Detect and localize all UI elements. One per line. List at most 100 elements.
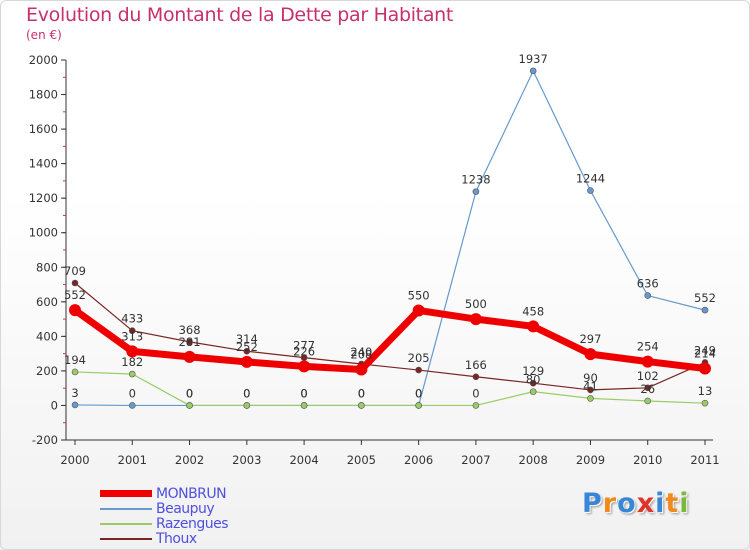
data-label: 205 xyxy=(408,351,430,365)
series-lines xyxy=(71,70,709,407)
data-label: 709 xyxy=(64,264,86,278)
data-label: 1244 xyxy=(576,172,605,186)
data-label: 552 xyxy=(694,291,716,305)
data-point xyxy=(71,279,79,287)
data-point xyxy=(186,402,193,409)
data-point xyxy=(469,313,482,326)
data-point xyxy=(644,397,652,405)
legend-item: Thoux xyxy=(100,530,228,547)
data-label: 182 xyxy=(121,355,143,369)
data-label: 458 xyxy=(522,304,544,318)
data-point xyxy=(415,366,422,374)
data-label: 0 xyxy=(243,386,250,400)
legend-item: Beaupuy xyxy=(100,500,228,517)
data-label: 368 xyxy=(179,323,201,337)
x-tick-label: 2008 xyxy=(519,453,548,467)
data-label: 254 xyxy=(637,340,659,354)
x-tick-label: 2004 xyxy=(289,453,318,467)
data-point xyxy=(243,347,251,355)
x-tick-label: 2002 xyxy=(175,453,204,467)
data-label: 129 xyxy=(522,364,544,378)
y-tick-label: 1600 xyxy=(29,122,58,136)
x-tick-label: 2000 xyxy=(60,453,89,467)
data-label: 281 xyxy=(179,335,201,349)
data-point xyxy=(358,402,365,409)
data-point xyxy=(529,388,537,395)
y-tick-label: 600 xyxy=(36,295,58,309)
data-point xyxy=(128,327,136,334)
chart-subtitle: (en €) xyxy=(26,28,62,42)
data-label: 277 xyxy=(293,339,315,353)
data-label: 1238 xyxy=(461,173,490,187)
data-point xyxy=(183,350,196,363)
data-label: 0 xyxy=(129,386,136,400)
x-tick-label: 2010 xyxy=(633,453,662,467)
data-label: 0 xyxy=(186,386,193,400)
legend-item: MONBRUN xyxy=(100,485,228,502)
data-label: 80 xyxy=(526,373,541,387)
series-line-monbrun xyxy=(71,306,709,374)
y-tick-label: 1000 xyxy=(29,226,58,240)
data-point xyxy=(587,187,594,194)
x-tick-label: 2005 xyxy=(347,453,376,467)
data-label: 552 xyxy=(64,288,86,302)
data-label: 26 xyxy=(640,382,655,396)
legend-swatch xyxy=(100,490,152,497)
y-tick-label: -200 xyxy=(32,433,58,447)
y-tick-label: 1800 xyxy=(29,88,58,102)
legend: MONBRUN Beaupuy Razengues Thoux xyxy=(100,485,229,547)
series-line-thoux xyxy=(74,282,706,391)
data-point xyxy=(701,399,709,407)
data-point xyxy=(243,402,251,409)
data-point xyxy=(584,348,597,361)
series-points xyxy=(69,67,711,409)
data-point xyxy=(587,386,594,394)
data-label: 314 xyxy=(236,332,258,346)
data-point xyxy=(472,188,480,195)
data-point xyxy=(527,320,540,333)
legend-label: Thoux xyxy=(156,530,197,547)
data-point xyxy=(644,384,652,392)
data-point xyxy=(300,402,308,409)
data-label: 0 xyxy=(415,386,422,400)
data-label: 1937 xyxy=(519,52,548,66)
data-label: 0 xyxy=(358,386,365,400)
data-label: 214 xyxy=(694,346,716,360)
data-point xyxy=(128,402,136,409)
data-label: 226 xyxy=(293,344,315,358)
y-tick-label: 2000 xyxy=(29,53,58,67)
data-point xyxy=(699,362,711,375)
data-point xyxy=(415,402,422,409)
data-label: 0 xyxy=(300,386,307,400)
data-label: 166 xyxy=(465,358,487,372)
data-point xyxy=(529,379,537,387)
proxiti-logo: Proxiti xyxy=(582,488,690,519)
y-tick-label: 0 xyxy=(51,398,58,412)
data-point xyxy=(472,373,480,381)
legend-label: Beaupuy xyxy=(156,500,215,517)
x-tick-label: 2007 xyxy=(461,453,490,467)
legend-swatch xyxy=(100,507,152,510)
y-tick-label: 1400 xyxy=(29,157,58,171)
data-point xyxy=(587,395,594,402)
legend-label: Razengues xyxy=(156,515,229,532)
data-point xyxy=(472,402,480,409)
data-label: 550 xyxy=(408,288,430,302)
data-label: 41 xyxy=(583,379,598,393)
data-label: 0 xyxy=(415,386,422,400)
data-label: 0 xyxy=(186,386,193,400)
data-label: 297 xyxy=(579,332,601,346)
data-label: 90 xyxy=(583,371,598,385)
data-label: 249 xyxy=(694,343,716,357)
data-point xyxy=(355,363,368,376)
x-tick-label: 2009 xyxy=(576,453,605,467)
data-point xyxy=(298,360,311,373)
x-tick-label: 2003 xyxy=(232,453,261,467)
data-point xyxy=(529,67,537,75)
data-point xyxy=(186,338,193,346)
data-label: 252 xyxy=(236,340,258,354)
data-label: 0 xyxy=(300,386,307,400)
axes: -200020040060080010001200140016001800200… xyxy=(29,53,720,467)
legend-label: MONBRUN xyxy=(156,485,227,502)
